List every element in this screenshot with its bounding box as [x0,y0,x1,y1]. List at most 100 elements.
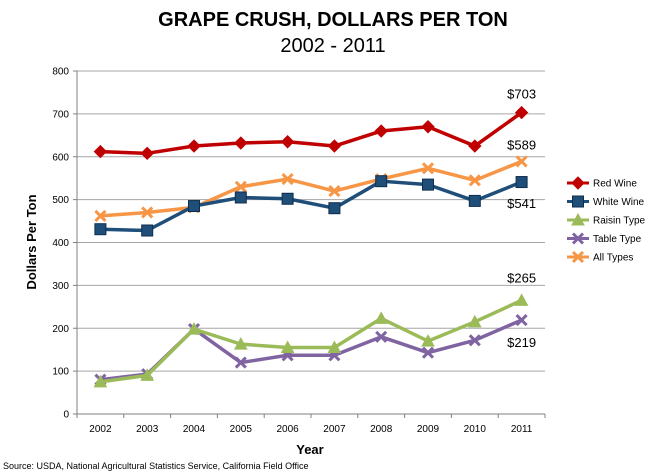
series-white-wine [94,175,528,237]
x-tick-label: 2007 [323,424,346,435]
series-line [100,179,523,233]
value-annotation: $589 [507,137,536,152]
legend-label: Red Wine [593,179,637,190]
marker-stroke [468,174,481,187]
x-tick-label: 2008 [370,424,393,435]
y-tick-label: 800 [52,67,69,78]
data-point [328,184,341,198]
data-point [328,202,341,215]
y-tick-label: 600 [52,152,69,163]
data-point [421,334,435,347]
source-note: Source: USDA, National Agricultural Stat… [3,461,308,471]
data-point [515,314,528,327]
marker-stroke [375,330,388,343]
x-axis-ticks: 2002 2003 2004 2005 2006 2007 2008 2009 2010 2011 [89,424,533,435]
legend-label: Table Type [593,234,642,245]
data-point [374,311,389,324]
x-tick-label: 2010 [464,424,487,435]
data-point [468,139,482,153]
data-point [421,162,435,175]
y-axis-ticks: 0 100 200 300 400 500 600 700 800 [52,67,69,421]
data-point [187,322,201,335]
value-annotation: $541 [507,196,536,211]
marker-stroke [468,334,481,347]
x-tick-label: 2011 [511,424,533,435]
marker-stroke [515,155,528,168]
series-red-wine [93,105,529,161]
series-layer [93,105,529,388]
data-point [140,146,154,161]
x-tick-label: 2004 [183,424,206,435]
x-tick-label: 2002 [89,424,112,435]
data-point [280,135,295,149]
x-tick-label: 2003 [136,424,159,435]
data-point [93,374,108,388]
data-point [281,172,294,186]
marker-stroke [234,356,247,369]
data-point [421,120,435,134]
data-point [327,139,342,153]
data-point [515,176,528,189]
data-point [467,314,482,328]
marker-stroke [141,206,154,219]
data-point [234,356,247,369]
marker-stroke [421,162,435,175]
axes [73,70,546,418]
data-point [94,209,107,222]
annotations: $703 $589 $541 $265 $219 [507,87,536,351]
data-point [141,224,154,237]
gridlines [77,70,545,372]
x-tick-label: 2005 [230,424,253,435]
data-point [468,194,481,207]
data-point [375,330,388,343]
data-point [141,206,154,219]
data-point [514,105,529,120]
data-point [374,124,388,138]
data-point [422,178,434,191]
data-point [140,368,155,381]
marker-stroke [328,184,341,198]
data-point [468,174,481,187]
value-annotation: $219 [507,335,536,350]
data-point [233,337,248,350]
x-tick-label: 2009 [417,424,440,435]
legend-label: All Types [593,253,633,264]
legend-swatch-marker [572,195,584,208]
legend-swatch-marker [571,250,585,264]
series-line [100,298,523,384]
legend-item: All Types [567,250,633,264]
data-point [93,144,108,159]
legend-item: Table Type [567,232,642,245]
marker-stroke [571,232,585,245]
marker-stroke [234,180,247,193]
data-point [468,334,481,347]
legend-item: Red Wine [567,176,637,190]
marker-stroke [421,346,435,359]
y-tick-label: 500 [52,195,69,206]
y-tick-label: 200 [52,324,69,335]
y-tick-label: 300 [52,281,69,292]
series-line [100,159,523,218]
legend-item: Raisin Type [567,212,646,227]
legend: Red Wine White Wine Raisin Type Table Type A… [567,176,646,264]
data-point [234,191,247,204]
marker-stroke [281,172,294,186]
marker-stroke [571,250,585,264]
legend-swatch-marker [571,212,585,226]
value-annotation: $703 [507,87,536,102]
data-point [234,136,248,150]
marker-stroke [515,314,528,327]
y-tick-label: 400 [52,238,69,249]
y-axis-title: Dollars Per Ton [24,194,39,289]
data-point [514,293,529,306]
chart-title: GRAPE CRUSH, DOLLARS PER TON [158,9,508,31]
data-point [94,223,107,236]
legend-swatch-marker [571,232,585,245]
y-tick-label: 100 [52,367,69,378]
data-point [188,200,200,213]
value-annotation: $265 [507,270,536,285]
legend-item: White Wine [567,195,645,208]
data-point [421,346,435,359]
data-point [234,180,247,193]
